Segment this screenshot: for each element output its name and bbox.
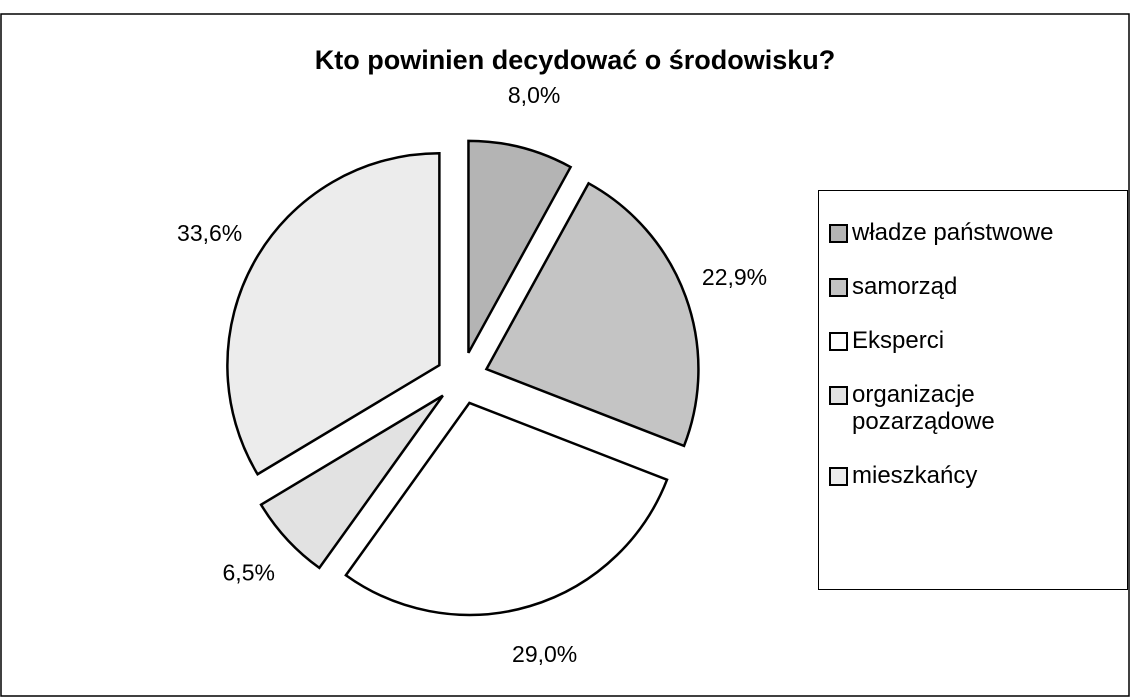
data-label: 29,0% xyxy=(512,641,577,667)
data-label: 6,5% xyxy=(223,560,275,586)
pie-slice xyxy=(226,151,441,476)
legend-item: samorząd xyxy=(829,273,1119,300)
legend-label: mieszkańcy xyxy=(852,462,978,489)
pie-slice xyxy=(484,181,700,448)
pie-slice xyxy=(467,139,573,354)
pie-slice xyxy=(344,401,669,617)
data-label: 22,9% xyxy=(702,264,767,290)
legend-key xyxy=(829,224,848,243)
legend-label: Eksperci xyxy=(852,327,945,354)
data-label: 8,0% xyxy=(508,82,560,108)
chart-title: Kto powinien decydować o środowisku? xyxy=(315,45,836,75)
pie-slice xyxy=(259,394,444,570)
legend-item: organizacje pozarządowe xyxy=(829,381,1119,435)
legend: władze państwowe samorząd Eksperci organiza… xyxy=(818,190,1128,590)
legend-label: samorząd xyxy=(852,273,958,300)
legend-item: Eksperci xyxy=(829,327,1119,354)
legend-label: władze państwowe xyxy=(852,219,1054,246)
legend-key xyxy=(829,278,848,297)
legend-key xyxy=(829,332,848,351)
frame xyxy=(0,13,1130,697)
legend-key xyxy=(829,386,848,405)
legend-key xyxy=(829,467,848,486)
legend-item: mieszkańcy xyxy=(829,462,1119,489)
legend-item: władze państwowe xyxy=(829,219,1119,246)
data-label: 33,6% xyxy=(177,220,242,246)
legend-label: organizacje pozarządowe xyxy=(852,381,995,435)
